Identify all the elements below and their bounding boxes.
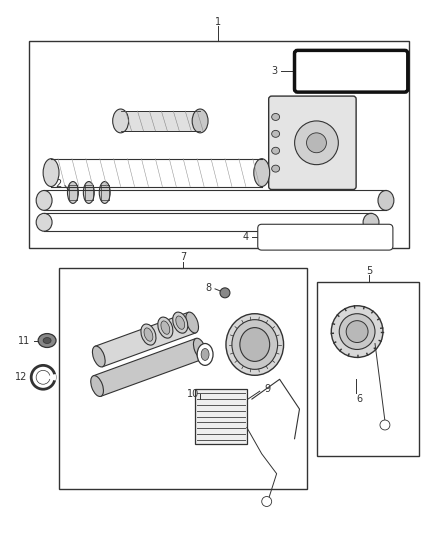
Bar — [318, 282, 419, 456]
Ellipse shape — [339, 314, 375, 350]
Polygon shape — [93, 338, 204, 397]
Text: 5: 5 — [366, 266, 372, 276]
Text: Unleaded Fuel Only: Unleaded Fuel Only — [281, 233, 369, 241]
Ellipse shape — [226, 314, 283, 375]
Ellipse shape — [113, 109, 129, 133]
Ellipse shape — [99, 182, 110, 204]
Ellipse shape — [83, 182, 94, 204]
Circle shape — [307, 133, 326, 153]
Ellipse shape — [194, 338, 206, 359]
Ellipse shape — [43, 159, 59, 187]
Circle shape — [380, 420, 390, 430]
Bar — [29, 42, 409, 248]
Text: 9: 9 — [265, 384, 271, 394]
Ellipse shape — [31, 365, 55, 389]
Ellipse shape — [197, 343, 213, 365]
Text: 3: 3 — [272, 66, 278, 76]
Ellipse shape — [331, 306, 383, 358]
Ellipse shape — [272, 165, 279, 172]
Ellipse shape — [36, 190, 52, 211]
Ellipse shape — [158, 317, 173, 338]
FancyBboxPatch shape — [258, 224, 393, 250]
Text: 12: 12 — [15, 372, 28, 382]
Ellipse shape — [378, 190, 394, 211]
FancyBboxPatch shape — [294, 51, 408, 92]
Text: 7: 7 — [180, 252, 186, 262]
Text: 11: 11 — [18, 336, 30, 345]
Ellipse shape — [346, 321, 368, 343]
FancyBboxPatch shape — [268, 96, 356, 190]
Ellipse shape — [36, 213, 52, 231]
Ellipse shape — [201, 349, 209, 360]
Ellipse shape — [240, 328, 270, 361]
Ellipse shape — [186, 312, 198, 333]
Text: 8: 8 — [205, 283, 211, 293]
Ellipse shape — [220, 288, 230, 298]
Ellipse shape — [254, 159, 270, 187]
Ellipse shape — [92, 346, 105, 367]
Circle shape — [295, 121, 338, 165]
Text: Diesel Fuel Only: Diesel Fuel Only — [304, 66, 399, 76]
Text: 6: 6 — [356, 394, 362, 404]
Ellipse shape — [67, 182, 78, 204]
Ellipse shape — [144, 328, 153, 341]
Ellipse shape — [91, 376, 103, 397]
Wedge shape — [43, 374, 56, 381]
Ellipse shape — [176, 316, 185, 329]
Bar — [59, 268, 307, 489]
Polygon shape — [95, 312, 196, 367]
Text: 10: 10 — [187, 389, 199, 399]
Ellipse shape — [272, 114, 279, 120]
Text: 4: 4 — [243, 232, 249, 242]
Bar — [195, 389, 247, 444]
Ellipse shape — [173, 312, 188, 333]
Ellipse shape — [363, 213, 379, 231]
Bar — [120, 111, 200, 131]
Ellipse shape — [192, 109, 208, 133]
Ellipse shape — [36, 370, 50, 384]
Circle shape — [262, 497, 272, 506]
Ellipse shape — [232, 320, 278, 369]
Ellipse shape — [43, 337, 51, 343]
Ellipse shape — [272, 147, 279, 154]
Ellipse shape — [38, 334, 56, 348]
Text: 1: 1 — [215, 17, 221, 27]
Ellipse shape — [161, 321, 170, 334]
Text: 2: 2 — [55, 179, 61, 189]
Ellipse shape — [272, 131, 279, 138]
Ellipse shape — [141, 324, 156, 345]
